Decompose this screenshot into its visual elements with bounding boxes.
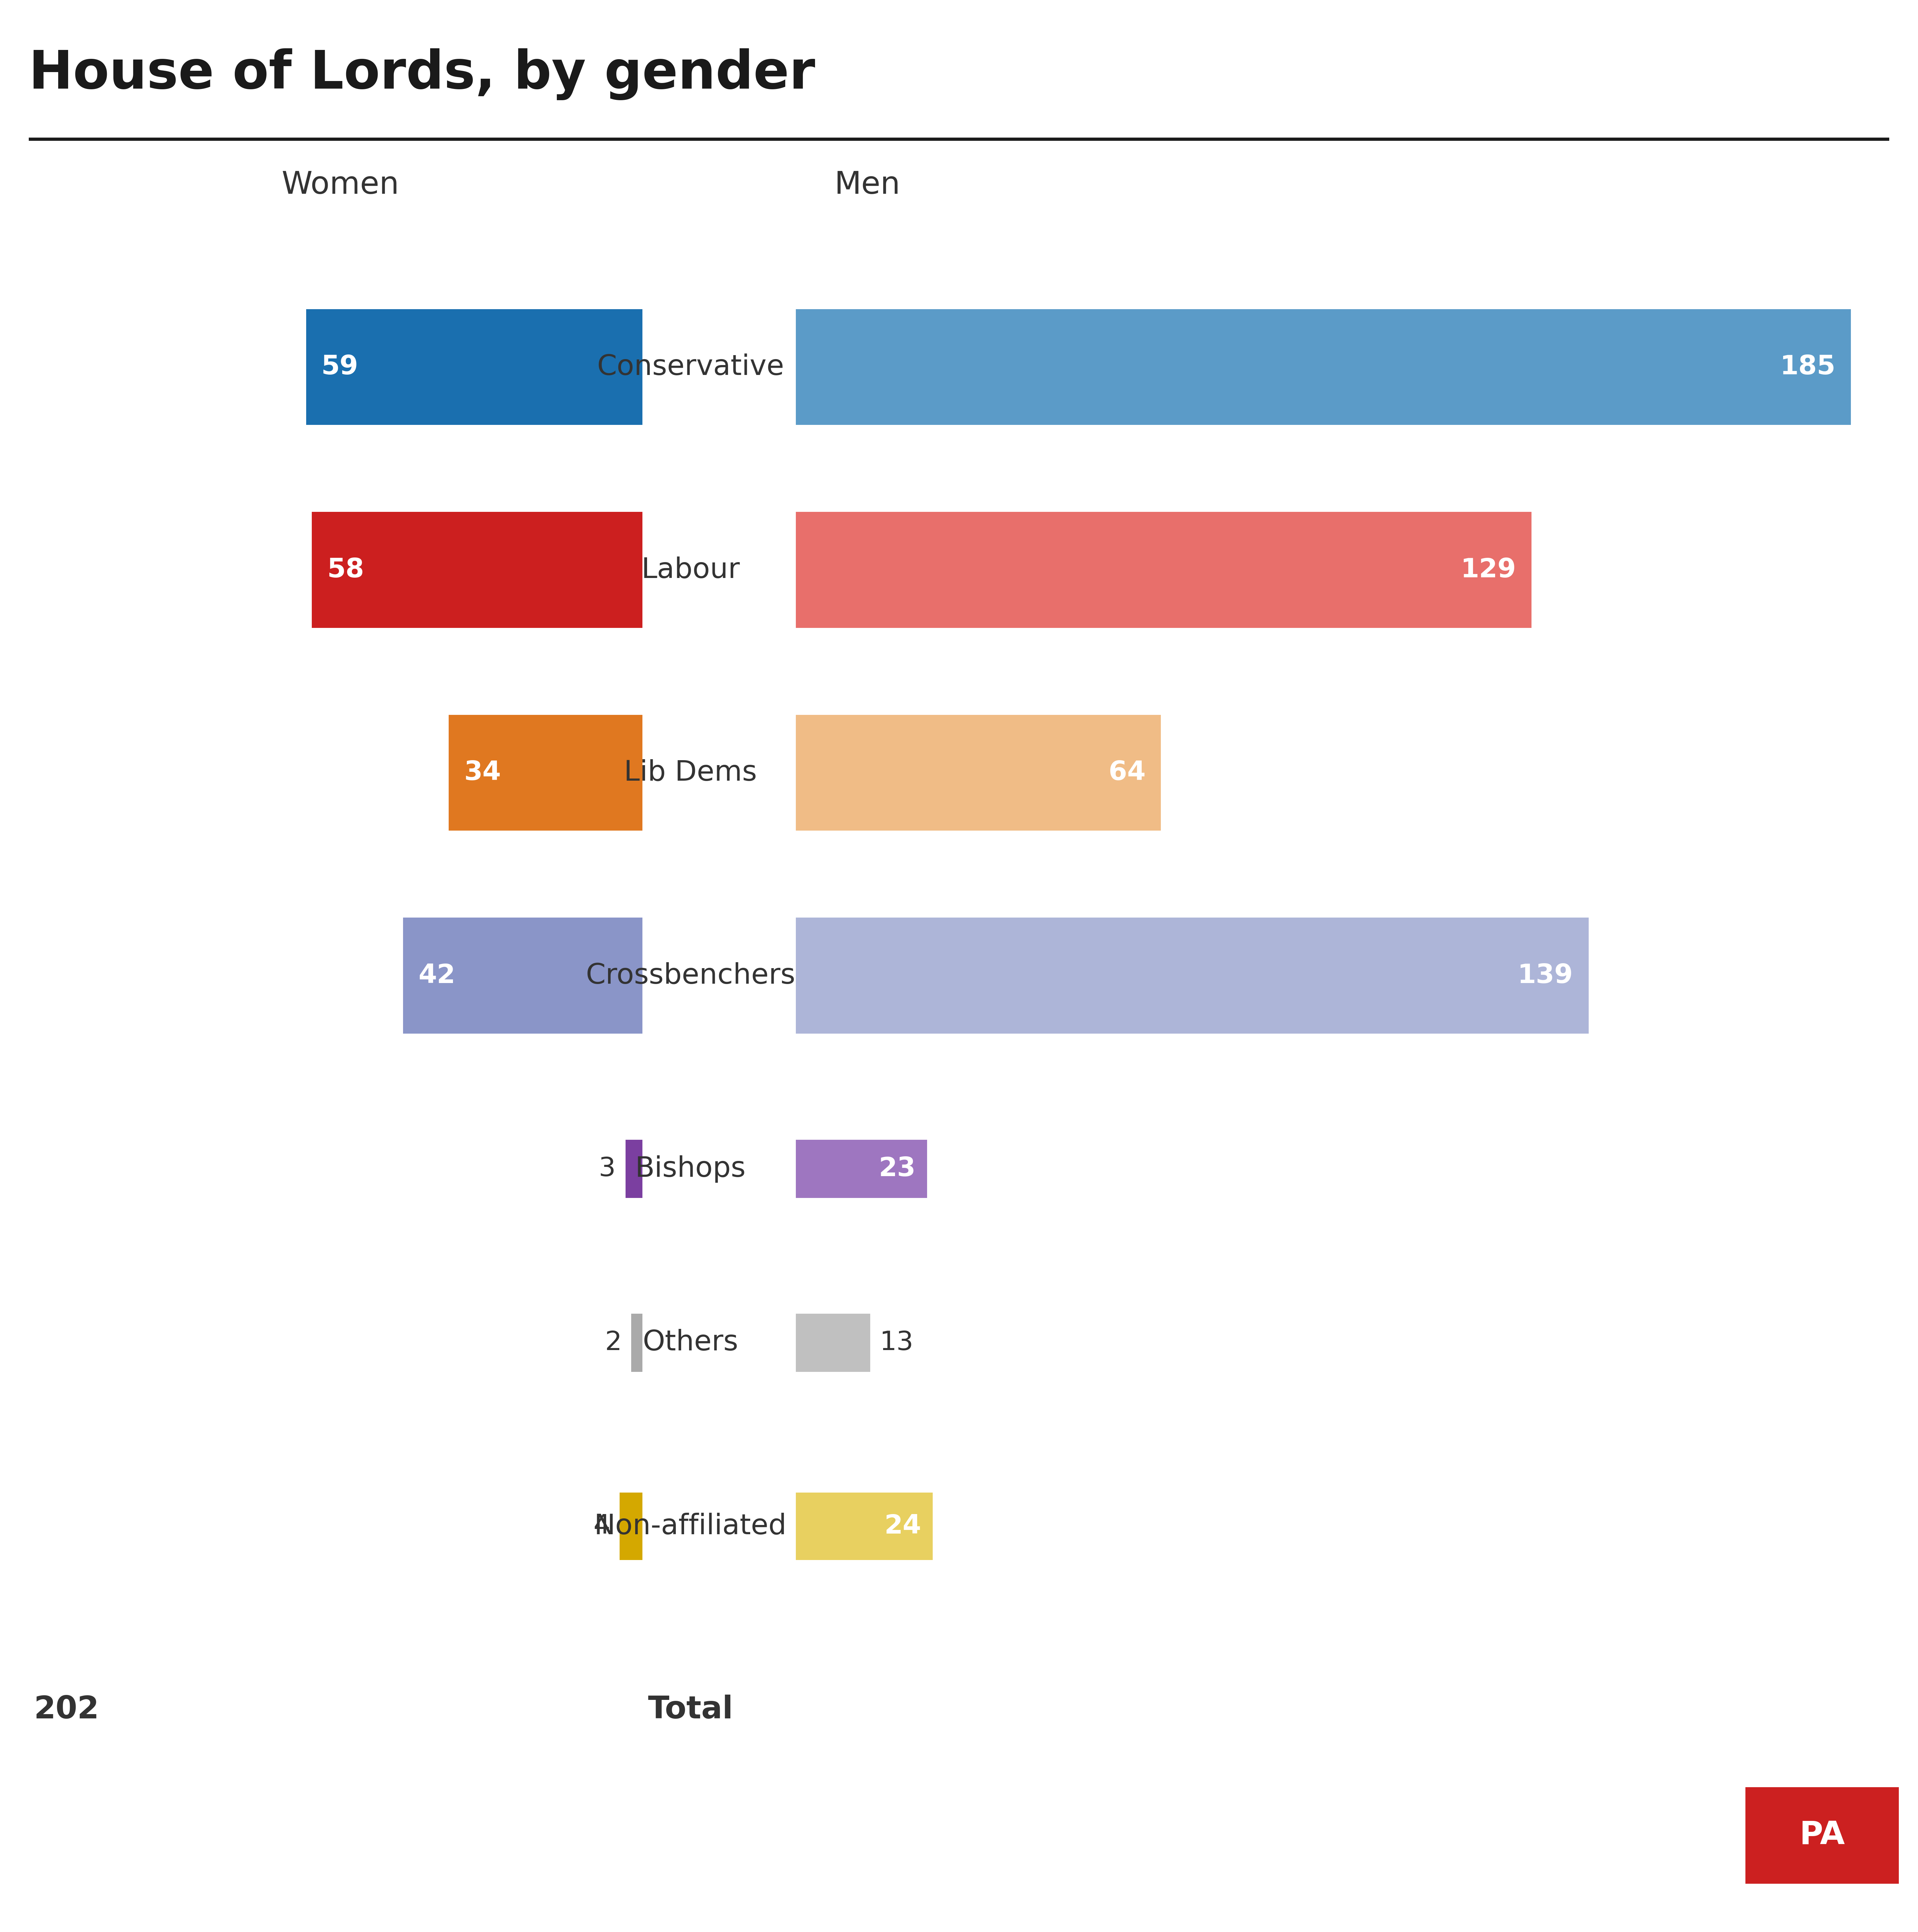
Bar [403,918,643,1034]
Text: Total: Total [648,1694,733,1725]
Bar [796,715,1160,831]
Text: Women: Women [282,170,399,201]
Bar [796,1140,926,1198]
Text: Crossbenchers: Crossbenchers [585,962,796,989]
Text: 129: 129 [1462,556,1517,583]
Bar [620,1493,643,1561]
Bar [796,1493,932,1561]
Bar [796,1314,871,1372]
Text: Lib Dems: Lib Dems [623,759,758,786]
Text: Non-affiliated: Non-affiliated [595,1513,786,1540]
Text: 185: 185 [1780,354,1836,381]
Bar [796,309,1851,425]
Text: 23: 23 [878,1155,915,1182]
Text: 139: 139 [1517,962,1573,989]
Text: 3: 3 [598,1155,616,1182]
Bar [1745,1787,1899,1884]
Bar [307,309,643,425]
Text: House of Lords, by gender: House of Lords, by gender [29,48,815,100]
Text: 13: 13 [880,1329,913,1356]
Bar [796,918,1588,1034]
Text: Bishops: Bishops [635,1155,746,1182]
Bar [449,715,643,831]
Text: 2: 2 [604,1329,621,1356]
Bar [631,1314,643,1372]
Text: PA: PA [1799,1820,1845,1851]
Text: 24: 24 [884,1513,921,1540]
Text: 4: 4 [593,1513,610,1540]
Text: Conservative: Conservative [596,354,784,381]
Text: 64: 64 [1109,759,1145,786]
Text: 58: 58 [328,556,364,583]
Text: 202: 202 [35,1694,100,1725]
Bar [625,1140,643,1198]
Text: Labour: Labour [641,556,740,583]
Bar [796,512,1532,628]
Text: 42: 42 [418,962,455,989]
Text: Men: Men [834,170,900,201]
Bar [313,512,643,628]
Text: 59: 59 [322,354,359,381]
Text: Others: Others [643,1329,738,1356]
Text: 34: 34 [464,759,501,786]
